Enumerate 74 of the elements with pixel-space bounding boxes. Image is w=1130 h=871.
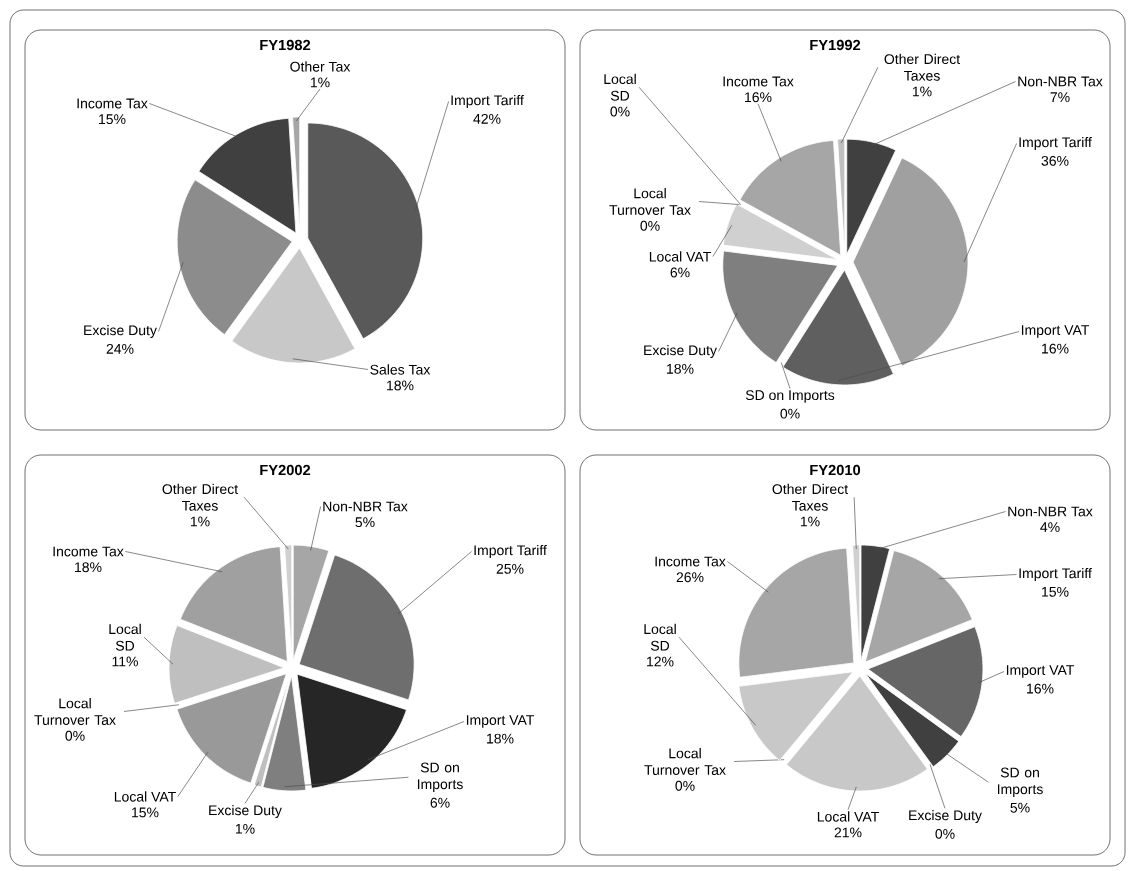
data-label: 6%: [430, 797, 450, 808]
text: 0%: [780, 408, 800, 419]
data-label: 18%: [487, 733, 514, 744]
slice-label: Local VAT: [817, 811, 879, 822]
data-label: 1%: [912, 86, 932, 97]
data-label: 12%: [647, 656, 674, 667]
data-label: 4%: [1040, 522, 1060, 533]
data-label: 24%: [106, 343, 134, 354]
data-label: 15%: [132, 807, 159, 818]
data-label: 5%: [355, 517, 375, 528]
data-label: 7%: [1050, 92, 1070, 103]
data-label: 18%: [75, 562, 102, 573]
data-label: 18%: [387, 380, 414, 391]
data-label: 1%: [310, 77, 330, 88]
chart-title: FY2010: [810, 464, 861, 476]
data-label: 26%: [676, 572, 704, 583]
slice-label: Income Tax: [77, 98, 148, 109]
slice-label: SD on Imports: [997, 767, 1043, 797]
legend-label: Local Turnover Tax: [644, 748, 726, 775]
text: 0%: [935, 828, 955, 839]
slice-label: Other Direct Taxes: [772, 483, 849, 511]
slice-label: Income Tax: [53, 546, 124, 557]
slice-label: Other Direct Taxes: [162, 483, 239, 511]
slice-label: Other Tax: [290, 61, 351, 72]
data-label: 11%: [112, 656, 138, 667]
category-label: Excise Duty: [909, 809, 982, 824]
slice-label: Local VAT: [649, 251, 711, 262]
data-label: 18%: [667, 363, 694, 374]
chart-title: FY1982: [260, 39, 311, 51]
slice-label: Non-NBR Tax: [1008, 506, 1093, 517]
slice-label: Local SD: [109, 623, 141, 651]
slice-label: Import VAT: [466, 715, 535, 728]
slice-label: Excise Duty: [84, 324, 157, 339]
data-label: 1%: [235, 823, 255, 834]
slice-label: Excise Duty: [209, 804, 282, 819]
slice-label: Income Tax: [723, 76, 794, 87]
slice-label: Import VAT: [1006, 665, 1075, 678]
slice-label: Income Tax: [655, 556, 726, 567]
slice-label: Non-NBR Tax: [1018, 76, 1103, 87]
data-label: 21%: [834, 827, 862, 838]
category-label: SD on Imports: [745, 390, 835, 403]
slice-label: Local VAT: [114, 791, 176, 802]
legend-label: Local Turnover Tax: [609, 188, 691, 215]
data-label: 15%: [1042, 586, 1069, 597]
slice-label: Import VAT: [1021, 325, 1090, 338]
category-label: Local SD: [604, 73, 636, 101]
text: 0%: [675, 780, 695, 791]
data-label: 1%: [800, 516, 820, 527]
legend-label: Local Turnover Tax: [34, 698, 116, 725]
slice-label: Sales Tax: [370, 364, 431, 375]
slice-label: Import Tariff: [1019, 567, 1092, 582]
data-label: 36%: [1041, 155, 1069, 166]
text: 0%: [640, 220, 660, 231]
text: 0%: [65, 730, 85, 741]
slice-label: Import Tariff: [451, 94, 524, 109]
slice-label: Non-NBR Tax: [323, 501, 408, 512]
slice-label: Import Tariff: [474, 544, 547, 559]
data-label: 5%: [1010, 802, 1030, 813]
data-label: 1%: [190, 516, 210, 527]
slice-label: Excise Duty: [644, 344, 717, 359]
chart-title: FY2002: [260, 464, 311, 476]
data-label: 16%: [1042, 343, 1069, 354]
data-label: 16%: [1027, 683, 1054, 694]
slice-label: Import Tariff: [1019, 136, 1092, 151]
text: 0%: [610, 106, 630, 117]
data-label: 42%: [473, 113, 501, 124]
slice-label: Local SD: [644, 623, 676, 651]
chart-title: FY1992: [810, 39, 861, 51]
data-label: 6%: [670, 267, 690, 278]
slice-label: SD on Imports: [417, 762, 463, 792]
data-label: 16%: [745, 92, 772, 103]
slice-label: Other Direct Taxes: [884, 53, 961, 81]
data-label: 25%: [496, 563, 524, 574]
data-label: 15%: [99, 114, 126, 125]
